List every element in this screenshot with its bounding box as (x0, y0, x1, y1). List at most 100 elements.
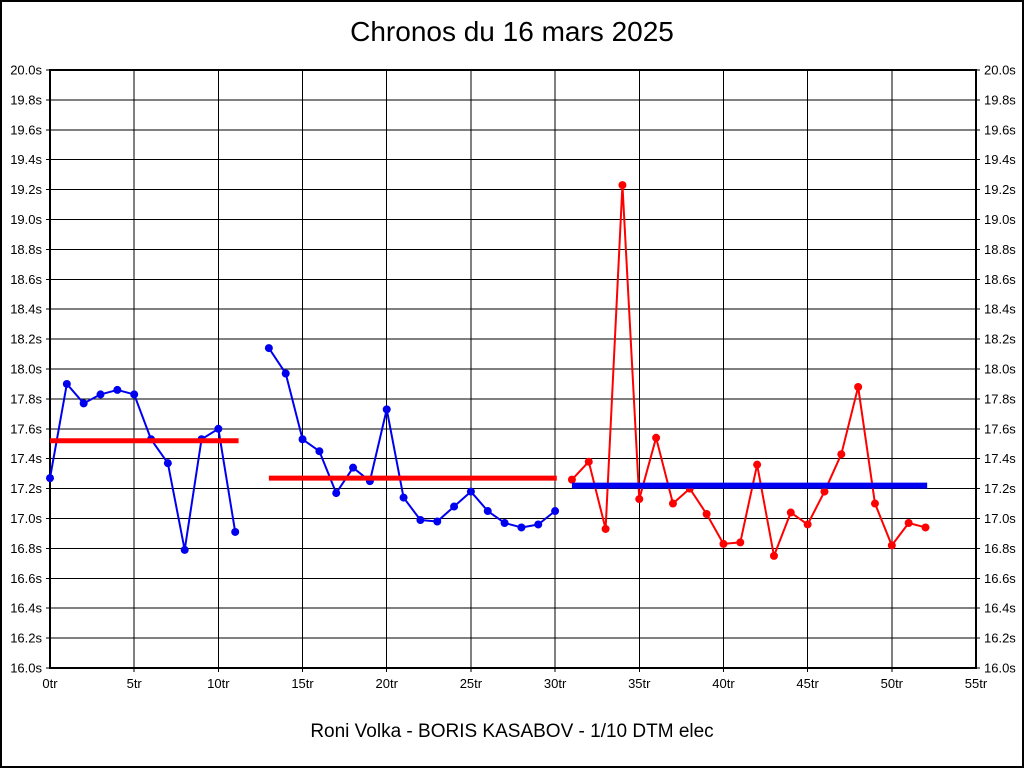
data-point-lap-32 (584, 457, 593, 466)
data-point-lap-41 (736, 538, 745, 547)
x-tick-label: 40tr (712, 676, 735, 691)
y-tick-label: 18.6s (10, 272, 42, 287)
y-tick-label: 16.8s (984, 541, 1016, 556)
data-point-lap-10 (214, 424, 223, 433)
data-point-lap-1 (62, 379, 71, 388)
y-tick-label: 19.8s (10, 92, 42, 107)
y-tick-label: 18.4s (10, 302, 42, 317)
y-tick-label: 19.4s (10, 152, 42, 167)
data-point-lap-29 (534, 520, 543, 529)
data-point-lap-21 (399, 493, 408, 502)
y-tick-label: 16.2s (10, 631, 42, 646)
data-point-lap-20 (382, 405, 391, 414)
data-point-lap-39 (702, 510, 711, 519)
x-tick-label: 15tr (291, 676, 314, 691)
data-point-lap-45 (803, 520, 812, 529)
y-tick-label: 18.4s (984, 302, 1016, 317)
y-tick-label: 19.4s (984, 152, 1016, 167)
y-tick-label: 18.6s (984, 272, 1016, 287)
y-tick-label: 17.6s (10, 421, 42, 436)
data-point-lap-51 (904, 518, 913, 527)
y-tick-label: 18.2s (10, 332, 42, 347)
y-tick-label: 19.0s (10, 212, 42, 227)
y-axis-labels-right: 20.0s 19.8s 19.6s 19.4s 19.2s 19.0s 18.8s 18.6s… (984, 63, 1016, 676)
data-point-lap-33 (601, 524, 610, 533)
data-point-lap-5 (130, 390, 139, 399)
y-tick-label: 18.0s (10, 362, 42, 377)
y-tick-label: 19.2s (10, 182, 42, 197)
data-point-lap-0 (46, 474, 54, 483)
y-tick-label: 16.0s (10, 661, 42, 676)
data-point-lap-11 (231, 527, 240, 536)
x-tick-label: 35tr (628, 676, 651, 691)
data-point-lap-15 (298, 435, 307, 444)
x-tick-label: 30tr (544, 676, 567, 691)
data-point-lap-42 (753, 460, 762, 469)
y-tick-label: 18.8s (10, 242, 42, 257)
y-tick-label: 19.6s (984, 122, 1016, 137)
series-line (570, 184, 927, 557)
x-axis-labels: 0tr 5tr 10tr 15tr 20tr 25tr 30tr 35tr 40tr 45tr 50… (42, 676, 987, 691)
y-tick-label: 17.0s (984, 511, 1016, 526)
grid-lines (46, 69, 980, 672)
data-point-lap-48 (854, 382, 863, 391)
data-point-lap-31 (567, 475, 576, 484)
data-point-lap-7 (163, 459, 172, 468)
chart-title: Chronos du 16 mars 2025 (350, 16, 674, 47)
data-point-lap-13 (264, 344, 273, 353)
x-tick-label: 50tr (881, 676, 904, 691)
y-axis-labels-left: 20.0s 19.8s 19.6s 19.4s 19.2s 19.0s 18.8s 18.6s… (10, 63, 42, 676)
data-point-lap-43 (769, 551, 778, 560)
y-tick-label: 16.4s (10, 601, 42, 616)
series-line (49, 382, 237, 551)
y-tick-label: 18.2s (984, 332, 1016, 347)
data-point-lap-26 (483, 507, 492, 516)
series-stint-2-lap-times (264, 344, 560, 532)
data-point-lap-24 (450, 502, 459, 511)
y-tick-label: 16.6s (984, 571, 1016, 586)
data-point-lap-4 (113, 385, 122, 394)
y-tick-label: 17.2s (984, 481, 1016, 496)
data-point-lap-25 (466, 487, 475, 496)
series-stint-3-lap-times (567, 181, 930, 560)
data-point-lap-35 (635, 495, 644, 504)
data-point-lap-3 (96, 390, 105, 399)
y-tick-label: 16.0s (984, 661, 1016, 676)
data-point-lap-8 (180, 545, 189, 554)
y-tick-label: 19.2s (984, 182, 1016, 197)
y-tick-label: 16.4s (984, 601, 1016, 616)
data-point-lap-46 (820, 487, 829, 496)
y-tick-label: 16.2s (984, 631, 1016, 646)
x-tick-label: 25tr (460, 676, 483, 691)
y-tick-label: 17.6s (984, 421, 1016, 436)
x-tick-label: 20tr (376, 676, 399, 691)
y-tick-label: 19.8s (984, 92, 1016, 107)
y-tick-label: 16.8s (10, 541, 42, 556)
x-tick-label: 45tr (796, 676, 819, 691)
plot-border (49, 69, 977, 669)
x-tick-label: 0tr (42, 676, 58, 691)
data-point-lap-34 (618, 181, 627, 190)
y-tick-label: 17.4s (10, 451, 42, 466)
data-point-lap-18 (349, 463, 358, 472)
y-tick-label: 17.8s (10, 391, 42, 406)
data-point-lap-30 (551, 507, 560, 516)
data-point-lap-27 (500, 518, 509, 527)
data-point-lap-17 (332, 489, 341, 498)
data-point-lap-40 (719, 539, 728, 548)
y-tick-label: 16.6s (10, 571, 42, 586)
y-tick-label: 17.0s (10, 511, 42, 526)
data-point-lap-37 (668, 499, 677, 508)
y-tick-label: 17.4s (984, 451, 1016, 466)
data-point-lap-14 (281, 369, 290, 378)
x-tick-label: 5tr (127, 676, 143, 691)
y-tick-label: 19.0s (984, 212, 1016, 227)
data-point-lap-36 (652, 433, 661, 442)
data-point-lap-23 (433, 517, 442, 526)
data-point-lap-47 (837, 450, 846, 459)
data-point-lap-50 (887, 541, 896, 550)
series-line (267, 347, 557, 529)
series-stint-1-lap-times (46, 379, 240, 554)
